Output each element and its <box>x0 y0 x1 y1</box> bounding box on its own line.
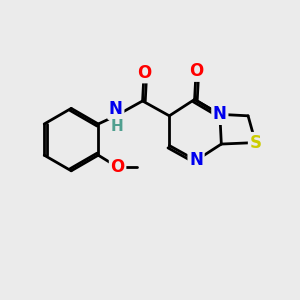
Text: N: N <box>213 105 227 123</box>
Text: S: S <box>250 134 262 152</box>
Text: O: O <box>110 158 125 176</box>
Text: N: N <box>189 152 203 169</box>
Text: O: O <box>189 62 203 80</box>
Text: O: O <box>137 64 151 82</box>
Text: N: N <box>109 100 123 118</box>
Text: H: H <box>111 119 124 134</box>
